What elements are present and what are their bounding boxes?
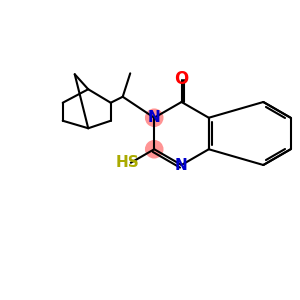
Circle shape: [145, 140, 164, 158]
Text: N: N: [148, 110, 161, 125]
Text: HS: HS: [116, 155, 140, 170]
Circle shape: [145, 108, 164, 127]
Text: O: O: [174, 70, 189, 88]
Text: N: N: [175, 158, 188, 172]
